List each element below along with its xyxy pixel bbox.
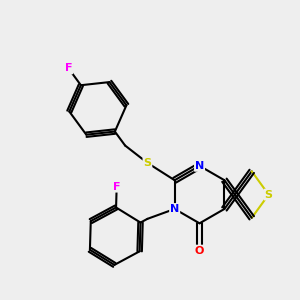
Text: S: S (265, 190, 273, 200)
Text: F: F (113, 182, 120, 192)
Text: F: F (65, 63, 72, 74)
Text: N: N (170, 204, 179, 214)
Text: S: S (143, 158, 152, 168)
Text: N: N (195, 161, 204, 171)
Text: O: O (195, 246, 204, 256)
